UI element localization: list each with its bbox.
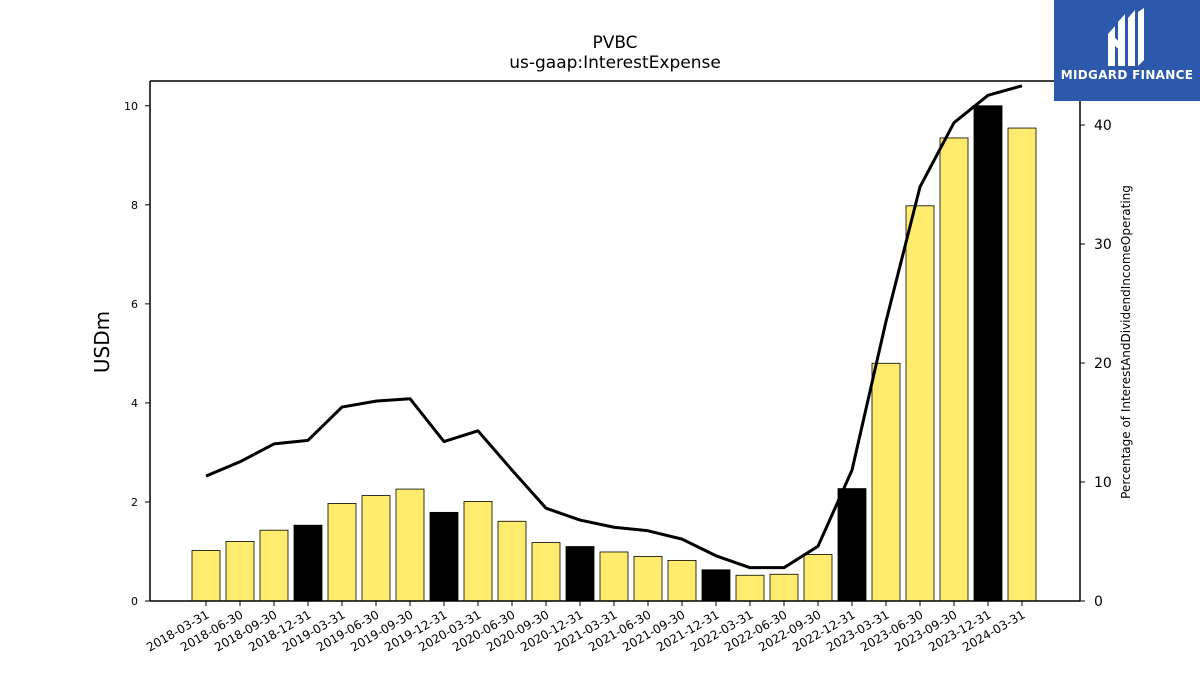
line-series bbox=[205, 84, 1023, 570]
bar bbox=[803, 554, 833, 602]
y-tick-label: 10 bbox=[124, 100, 138, 113]
chart-subtitle: us-gaap:InterestExpense bbox=[509, 53, 721, 73]
y2-tick-label: 20 bbox=[1094, 356, 1112, 372]
y2-tick-label: 10 bbox=[1094, 475, 1112, 491]
midgard-finance-logo: MIDGARD FINANCE bbox=[1054, 0, 1200, 101]
y2-axis-label: Percentage of InterestAndDividendIncomeO… bbox=[1119, 185, 1133, 499]
y-tick-label: 4 bbox=[131, 397, 138, 410]
bar bbox=[225, 541, 255, 602]
y-tick-label: 8 bbox=[131, 199, 138, 212]
chart-title: PVBC bbox=[592, 33, 637, 53]
y2-tick-label: 30 bbox=[1094, 237, 1112, 253]
bar bbox=[973, 105, 1003, 602]
bar bbox=[667, 559, 697, 602]
bar bbox=[939, 137, 969, 602]
bar bbox=[735, 574, 765, 602]
logo-mark-icon bbox=[1108, 8, 1144, 66]
bar bbox=[429, 511, 459, 602]
percentage-line bbox=[205, 84, 1023, 570]
bar bbox=[905, 205, 935, 602]
bar bbox=[599, 551, 629, 602]
bar bbox=[327, 503, 357, 602]
bar bbox=[293, 524, 323, 602]
bar bbox=[531, 542, 561, 602]
y-tick-label: 0 bbox=[131, 595, 138, 608]
bar bbox=[191, 550, 221, 602]
bar bbox=[871, 362, 901, 602]
bar bbox=[395, 488, 425, 602]
y-tick-label: 2 bbox=[131, 496, 138, 509]
y-tick-label: 6 bbox=[131, 298, 138, 311]
bar bbox=[565, 546, 595, 602]
bar-series bbox=[191, 105, 1037, 602]
bar bbox=[1007, 127, 1037, 602]
bar bbox=[463, 501, 493, 602]
bar bbox=[497, 520, 527, 602]
bar bbox=[633, 556, 663, 602]
y-axis-label: USDm bbox=[90, 311, 114, 373]
y2-tick-label: 0 bbox=[1094, 594, 1103, 610]
bar bbox=[837, 488, 867, 602]
y2-tick-label: 40 bbox=[1094, 118, 1112, 134]
bar bbox=[769, 573, 799, 602]
logo-text: MIDGARD FINANCE bbox=[1060, 68, 1194, 82]
bar bbox=[361, 495, 391, 602]
bar bbox=[701, 569, 731, 602]
bar bbox=[259, 529, 289, 602]
